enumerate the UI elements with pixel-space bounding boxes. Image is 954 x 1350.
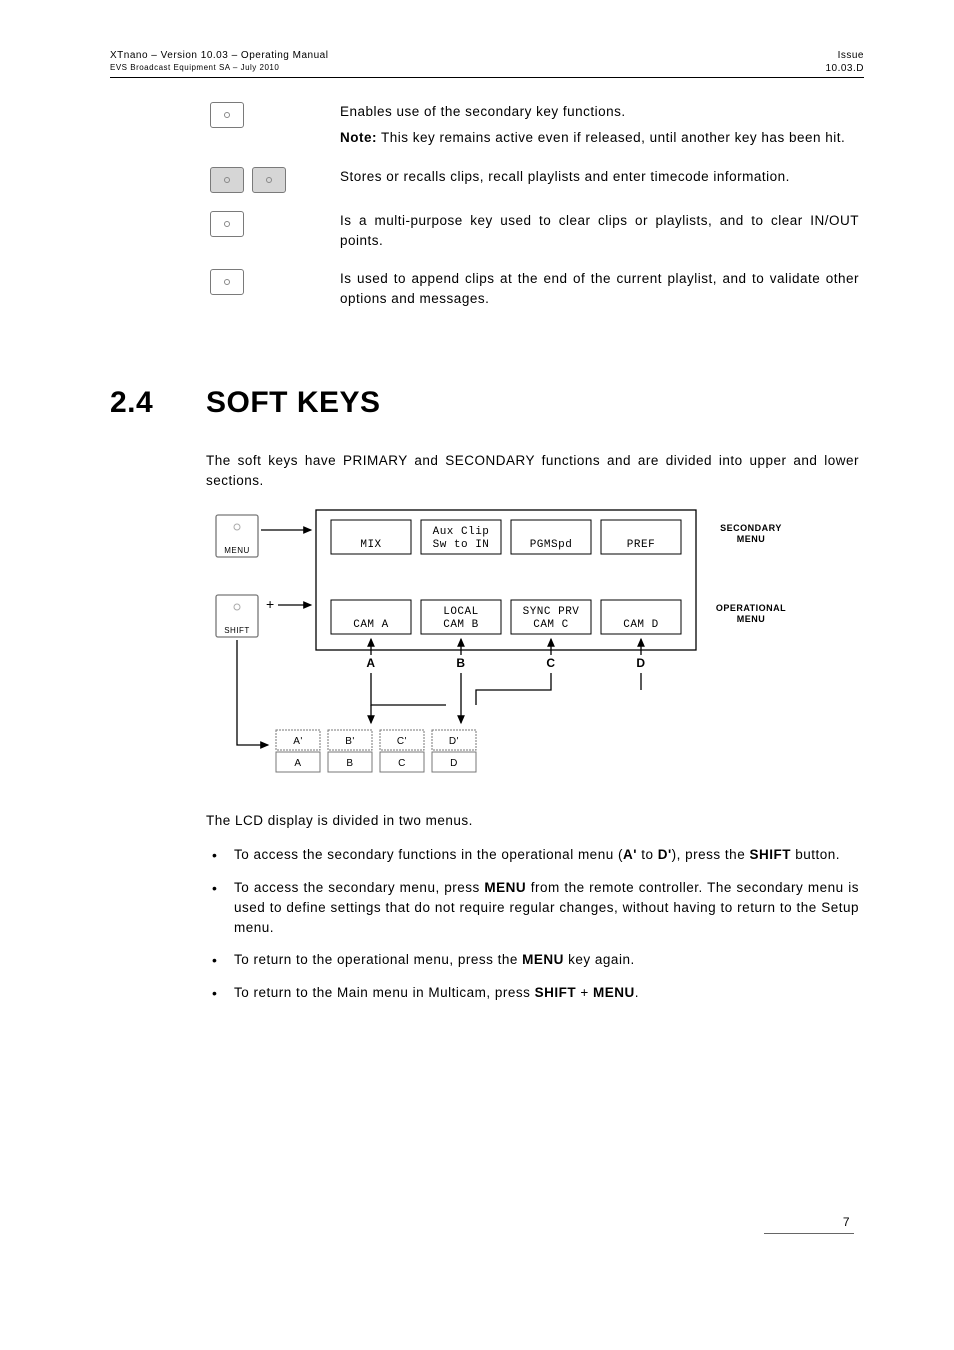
softkeys-diagram: MENU MIX Aux Clip Sw to IN PGMSpd PRE <box>206 505 859 785</box>
svg-text:D: D <box>636 656 645 670</box>
key-icon <box>210 269 244 295</box>
intro-paragraph: The soft keys have PRIMARY and SECONDARY… <box>206 451 859 492</box>
section-title: SOFT KEYS <box>206 386 381 419</box>
svg-text:B': B' <box>345 736 355 747</box>
key-icon <box>210 102 244 128</box>
svg-text:+: + <box>266 596 275 612</box>
svg-text:D: D <box>450 758 458 769</box>
def-row: Is used to append clips at the end of th… <box>210 269 859 310</box>
header-sub: EVS Broadcast Equipment SA – July 2010 <box>110 63 328 73</box>
section-number: 2.4 <box>110 380 206 425</box>
svg-text:B: B <box>456 656 465 670</box>
svg-text:OPERATIONAL: OPERATIONAL <box>716 603 786 613</box>
def-text: Is a multi-purpose key used to clear cli… <box>340 211 859 252</box>
header-title: XTnano – Version 10.03 – Operating Manua… <box>110 50 328 63</box>
svg-text:A': A' <box>293 736 303 747</box>
svg-text:MIX: MIX <box>360 539 381 551</box>
svg-text:Sw to IN: Sw to IN <box>433 539 490 551</box>
svg-text:C': C' <box>397 736 407 747</box>
def-row: Stores or recalls clips, recall playlist… <box>210 167 859 193</box>
list-item: To access the secondary menu, press MENU… <box>206 878 859 939</box>
svg-text:A: A <box>294 758 301 769</box>
svg-text:CAM D: CAM D <box>623 619 659 631</box>
def-row: Enables use of the secondary key functio… <box>210 102 859 149</box>
svg-text:CAM A: CAM A <box>353 619 389 631</box>
section-heading: 2.4SOFT KEYS <box>110 380 864 425</box>
svg-text:CAM B: CAM B <box>443 619 479 631</box>
def-text: Is used to append clips at the end of th… <box>340 269 859 310</box>
key-definitions: Enables use of the secondary key functio… <box>210 102 859 310</box>
svg-text:B: B <box>346 758 353 769</box>
page-footer: 7 <box>110 1213 864 1234</box>
header-version: 10.03.D <box>825 63 864 76</box>
header-issue: Issue <box>825 50 864 63</box>
svg-text:MENU: MENU <box>224 546 250 555</box>
after-diagram-text: The LCD display is divided in two menus. <box>206 811 859 831</box>
list-item: To access the secondary functions in the… <box>206 845 859 865</box>
svg-text:MENU: MENU <box>737 614 766 624</box>
def-row: Is a multi-purpose key used to clear cli… <box>210 211 859 252</box>
key-icon <box>252 167 286 193</box>
bullet-list: To access the secondary functions in the… <box>206 845 859 1003</box>
svg-text:LOCAL: LOCAL <box>443 606 479 618</box>
page-header: XTnano – Version 10.03 – Operating Manua… <box>110 50 864 78</box>
svg-text:C: C <box>398 758 406 769</box>
def-note: Note: This key remains active even if re… <box>340 128 859 148</box>
svg-text:PREF: PREF <box>627 539 655 551</box>
svg-text:A: A <box>366 656 375 670</box>
key-icon <box>210 167 244 193</box>
svg-text:C: C <box>546 656 555 670</box>
page-number: 7 <box>764 1213 854 1234</box>
svg-text:SYNC PRV: SYNC PRV <box>523 606 580 618</box>
svg-text:Aux Clip: Aux Clip <box>433 526 490 538</box>
svg-text:CAM C: CAM C <box>533 619 569 631</box>
svg-text:D': D' <box>449 736 459 747</box>
svg-text:SHIFT: SHIFT <box>224 626 250 635</box>
def-text: Enables use of the secondary key functio… <box>340 102 859 122</box>
svg-text:MENU: MENU <box>737 534 766 544</box>
list-item: To return to the Main menu in Multicam, … <box>206 983 859 1003</box>
key-icon <box>210 211 244 237</box>
def-text: Stores or recalls clips, recall playlist… <box>340 167 859 193</box>
svg-text:PGMSpd: PGMSpd <box>530 539 573 551</box>
list-item: To return to the operational menu, press… <box>206 950 859 970</box>
svg-text:SECONDARY: SECONDARY <box>720 523 782 533</box>
